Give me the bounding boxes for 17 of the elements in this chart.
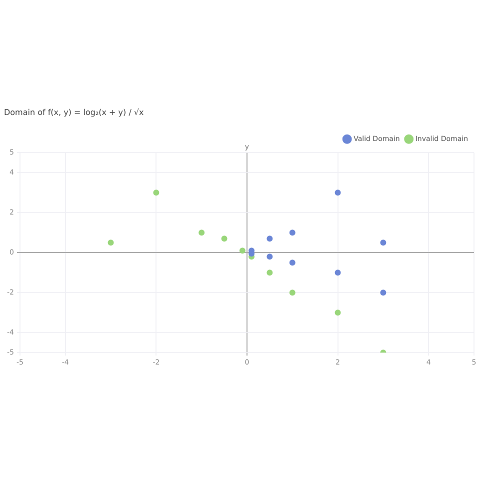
point [198,230,205,236]
point [334,190,341,196]
point [289,290,296,296]
point [221,236,228,242]
point [380,290,386,296]
chart-title: Domain of f(x, y) = log₂(x + y) / √x [4,108,144,117]
point [153,190,160,196]
point [266,236,273,242]
point [334,310,341,316]
point [266,254,273,260]
point [289,260,296,266]
point [108,240,114,246]
point [239,248,246,254]
point [380,240,386,246]
point [334,270,341,276]
point [289,230,296,236]
point [266,270,273,276]
